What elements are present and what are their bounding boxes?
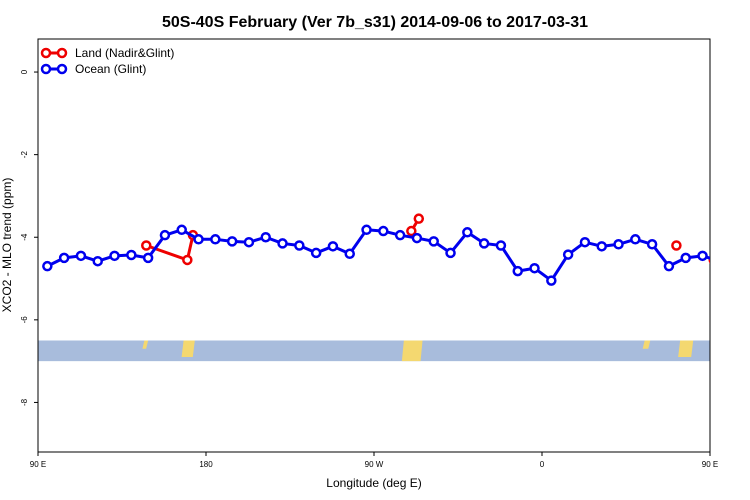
legend-land-label: Land (Nadir&Glint) — [75, 46, 174, 60]
ocean-point — [159, 229, 171, 241]
ocean-point — [663, 260, 675, 272]
land-point — [671, 240, 682, 251]
ocean-point — [92, 255, 103, 267]
ocean-point — [462, 227, 473, 238]
ocean-point — [176, 224, 187, 236]
ocean-point — [529, 262, 540, 274]
ocean-point — [361, 224, 372, 236]
ocean-point — [243, 236, 255, 248]
land-point — [141, 240, 152, 251]
chart-title: 50S-40S February (Ver 7b_s31) 2014-09-06… — [162, 14, 588, 31]
land-point — [182, 254, 193, 266]
y-tick-label: -6 — [20, 316, 29, 324]
x-tick-label: 90 W — [365, 460, 384, 469]
ocean-point — [613, 239, 624, 250]
series-layer — [42, 213, 740, 286]
x-tick-label: 0 — [540, 460, 545, 469]
ocean-point — [260, 231, 271, 243]
land-point — [413, 213, 425, 224]
land-patch-0 — [142, 340, 149, 349]
ocean-point — [142, 252, 154, 264]
land-point — [708, 256, 710, 264]
ocean-point — [277, 238, 288, 249]
ocean-point — [596, 241, 607, 252]
ocean-point — [294, 240, 305, 251]
ocean-point — [193, 234, 204, 245]
land-patch-2 — [401, 340, 423, 362]
ocean-point — [75, 250, 87, 262]
land-patch-3 — [642, 340, 651, 349]
legend: Land (Nadir&Glint) Ocean (Glint) — [40, 46, 174, 76]
ocean-point — [42, 260, 53, 272]
x-tick-label: 180 — [199, 460, 213, 469]
land-patch-4 — [678, 340, 694, 358]
ocean-point — [210, 234, 221, 245]
ocean-point — [512, 265, 523, 277]
ocean-point — [378, 225, 389, 237]
y-tick-label: -4 — [20, 233, 29, 241]
ocean-point — [445, 247, 456, 259]
ocean-band — [38, 340, 710, 362]
y-tick-label: -8 — [20, 398, 29, 406]
y-axis-label: XCO2 - MLO trend (ppm) — [0, 178, 14, 313]
ocean-point — [126, 249, 137, 261]
ocean-point — [327, 241, 339, 252]
legend-ocean-label: Ocean (Glint) — [75, 62, 146, 76]
ocean-point — [58, 252, 70, 264]
ocean-point — [562, 249, 574, 260]
x-tick-label: 90 E — [30, 460, 46, 469]
ocean-point — [344, 248, 355, 260]
ocean-point — [680, 252, 691, 264]
ocean-point — [411, 232, 423, 244]
ocean-point — [478, 238, 490, 249]
ocean-point — [109, 250, 120, 262]
ocean-point — [226, 236, 238, 247]
ocean-point — [646, 239, 658, 250]
ocean-point — [732, 252, 740, 260]
ocean-line-0 — [46, 228, 710, 283]
legend-land-marker — [40, 47, 52, 59]
y-tick-label: -2 — [20, 151, 29, 159]
land-line-3 — [714, 231, 720, 260]
ocean-point — [630, 234, 641, 245]
legend-ocean-marker — [40, 63, 52, 75]
ocean-point — [715, 257, 723, 265]
land-point — [715, 227, 723, 235]
ocean-point — [310, 247, 322, 259]
ocean-series — [42, 224, 740, 286]
x-tick-label: 90 E — [702, 460, 718, 469]
land-patch-1 — [181, 340, 195, 358]
ocean-point — [394, 229, 406, 241]
legend-land-marker — [56, 47, 68, 59]
ocean-point — [579, 236, 591, 248]
plot-area: 90 E 180 90 W 0 90 E 0 -2 -4 -6 -8 — [20, 38, 740, 469]
ocean-point — [546, 275, 557, 286]
legend-ocean-marker — [56, 63, 68, 75]
x-axis-label: Longitude (deg E) — [326, 476, 421, 490]
ocean-point — [697, 250, 708, 262]
ocean-point — [428, 236, 439, 247]
y-tick-label: 0 — [20, 69, 29, 74]
land-point — [406, 225, 417, 237]
ocean-point — [495, 240, 507, 251]
